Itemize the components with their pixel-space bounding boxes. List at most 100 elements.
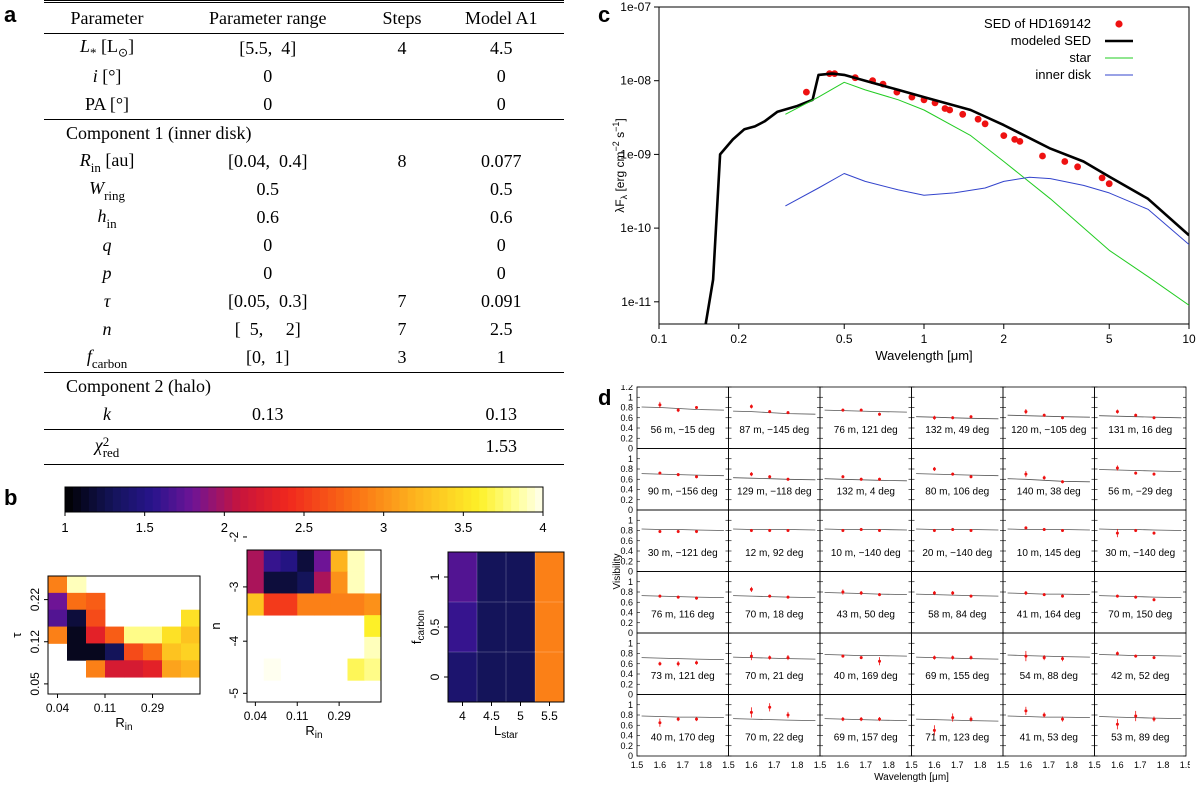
colorbar-tick-label: 4: [539, 520, 546, 535]
heatmap-cell: [447, 551, 478, 603]
model-visibility-line: [824, 409, 907, 413]
subplot-frame: [911, 694, 1004, 757]
subplot-frame: [728, 509, 821, 572]
subplot-frame: [819, 386, 912, 449]
vis-y-tick-label: 0.8: [620, 649, 633, 659]
cell-range: [5.5, 4]: [239, 37, 297, 58]
baseline-label: 40 m, 169 deg: [834, 671, 898, 682]
ylabel-rest: [erg cm: [613, 152, 627, 195]
param-scripts: *: [90, 37, 97, 59]
visibility-subplot: 30 m, −140 deg: [1094, 509, 1187, 572]
colorbar-swatch: [487, 487, 496, 512]
sed-series-star: [785, 81, 1189, 306]
colorbar-swatch: [192, 487, 202, 512]
subplot-frame: [1002, 632, 1095, 695]
sed-chart: 0.1 0.2 0.5 1 2 5 10 1e-11 1e-10 1e-09 1e-08 1e-07 W…: [611, 0, 1196, 363]
heatmap-cell: [280, 593, 298, 616]
param-superscript: 2: [102, 434, 110, 450]
observed-visibility-point: [969, 529, 973, 532]
heatmap-cell: [48, 609, 68, 627]
baseline-label: 12 m, 92 deg: [745, 548, 803, 559]
colorbar-swatch: [335, 487, 345, 512]
sed-x-tick-label: 10: [1182, 332, 1196, 346]
subplot-frame: [819, 509, 912, 572]
vis-x-tick-label: 1.6: [745, 760, 758, 770]
colorbar-swatch: [375, 487, 385, 512]
vis-x-tick-label: 1.8: [1065, 760, 1078, 770]
heatmap-y-label: τ: [9, 632, 24, 638]
heatmap-y-label: n: [208, 622, 223, 629]
sed-y-tick-label: 1e-10: [620, 221, 651, 235]
axis-label-main: n: [208, 622, 223, 629]
heatmap-cell: [105, 643, 125, 661]
heatmap-cell: [124, 643, 144, 661]
subplot-frame: [728, 386, 821, 449]
colorbar-tick-label: 3.5: [454, 520, 472, 535]
baseline-label: 132 m, 4 deg: [837, 487, 895, 498]
subplot-frame: [819, 632, 912, 695]
observed-visibility-point: [1024, 591, 1028, 595]
colorbar-swatch: [495, 487, 504, 512]
observed-visibility-point: [676, 408, 680, 412]
visibility-subplot: 129 m, −118 deg: [728, 448, 821, 511]
cell-steps: [365, 232, 438, 260]
heatmap-cell: [247, 593, 265, 616]
vis-y-tick-label: 0.4: [620, 546, 633, 556]
visibility-subplot: 43 m, 50 deg: [819, 571, 912, 634]
param-unit-end: ]: [128, 36, 135, 56]
cell-parameter: τ: [44, 288, 170, 316]
observed-visibility-point: [658, 403, 662, 407]
colorbar-swatch: [288, 487, 297, 512]
visibility-subplot: 56 m, −15 deg: [636, 386, 729, 449]
observed-visibility-point: [658, 594, 662, 598]
sed-data-point: [981, 120, 989, 128]
heatmap-cell: [364, 593, 382, 616]
cell-range: [0.04, 0.4]: [227, 151, 308, 172]
axis-label-main: τ: [9, 632, 24, 638]
observed-visibility-point: [878, 593, 881, 597]
model-visibility-line: [641, 715, 724, 718]
heatmap-cell: [297, 571, 315, 594]
visibility-subplot: 40 m, 170 deg: [636, 694, 729, 757]
colorbar-swatch: [383, 487, 393, 512]
param-symbol: f: [86, 346, 92, 367]
observed-visibility-point: [676, 717, 680, 721]
heatmap-cell: [67, 609, 87, 627]
heatmap-cell: [330, 550, 348, 573]
heatmap-cell: [263, 571, 281, 594]
colorbar-swatch: [351, 487, 361, 512]
observed-visibility-point: [1152, 416, 1156, 420]
heatmap-cell: [297, 593, 315, 616]
table-row: τ [0.05, 0.3] 7 0.091: [44, 288, 564, 316]
ylabel-sub: λ: [619, 194, 629, 199]
ylabel-mid: s: [613, 132, 627, 141]
baseline-label: 43 m, 50 deg: [837, 610, 895, 621]
visibility-subplot: 73 m, 121 deg: [636, 632, 729, 695]
visibility-subplot: 76 m, 116 deg: [636, 571, 729, 634]
cell-model: 0.5: [490, 179, 513, 200]
cell-steps: [365, 428, 439, 465]
sed-series-inner-disk: [785, 173, 1189, 245]
observed-visibility-point: [969, 475, 973, 479]
heatmap-cell: [143, 626, 163, 644]
observed-visibility-point: [1042, 656, 1046, 660]
vis-x-tick-label: 1.6: [1020, 760, 1033, 770]
vis-y-tick-label: 1: [628, 392, 633, 402]
heatmap-y-tick-label: -3: [227, 581, 241, 592]
vis-y-tick-label: 1: [628, 577, 633, 587]
baseline-label: 70 m, 150 deg: [1108, 610, 1172, 621]
table-row: L * [L⊙] [5.5, 4] 4 4.5: [44, 34, 564, 63]
sed-x-tick-label: 0.2: [730, 332, 747, 346]
table-row: p 0 0: [44, 260, 564, 288]
baseline-label: 40 m, 170 deg: [651, 733, 715, 744]
cell-model: 0: [496, 66, 506, 87]
heatmap-cell: [48, 592, 68, 611]
heatmap-heat-n-rin: 0.04 0.11 0.29 -5 -4 -3 -2 Rin n: [208, 531, 382, 741]
vis-x-tick-label: 1.8: [791, 760, 804, 770]
colorbar-swatch: [176, 487, 186, 512]
sed-data-point: [1061, 158, 1069, 165]
observed-visibility-point: [695, 406, 698, 409]
observed-visibility-point: [658, 471, 662, 475]
colorbar-swatch: [256, 487, 265, 512]
observed-visibility-point: [1024, 654, 1028, 658]
